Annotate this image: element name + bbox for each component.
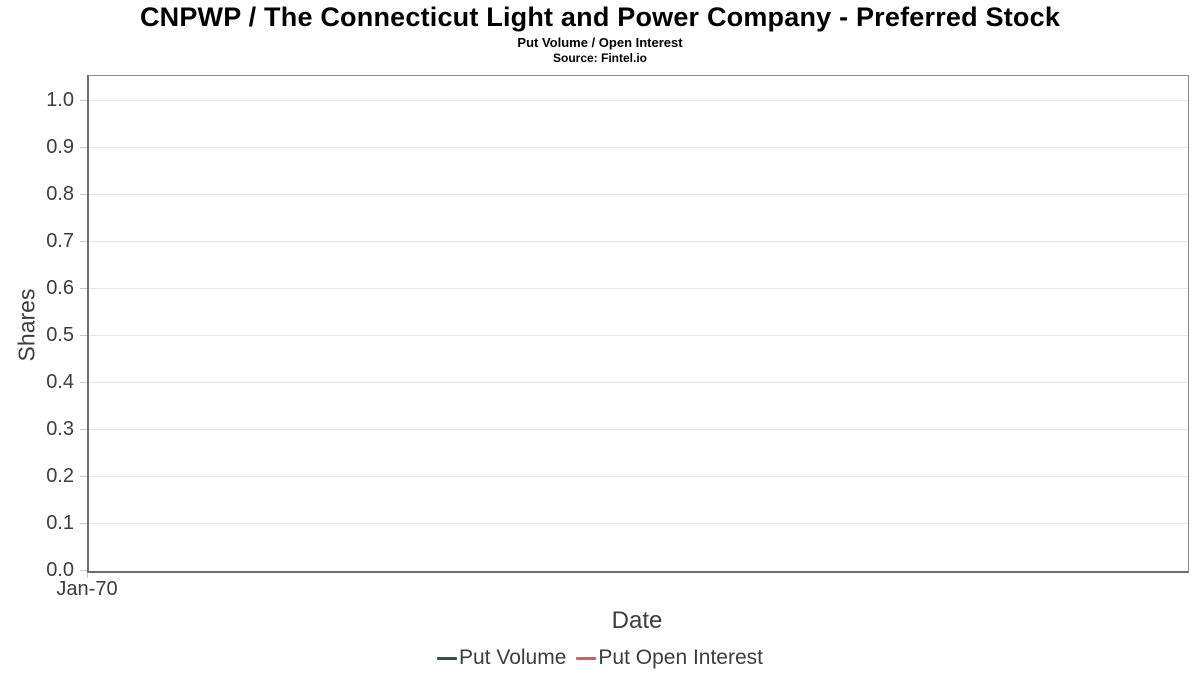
y-tick-mark [80,570,87,571]
y-tick-label: 0.2 [46,465,74,487]
y-gridline [89,335,1188,336]
legend-label: Put Volume [458,646,567,669]
y-tick-label: 0.5 [46,324,74,346]
y-tick-label: 0.1 [46,512,74,534]
legend-label: Put Open Interest [598,646,763,669]
legend-line-swatch [436,656,457,660]
legend-line-swatch [576,656,597,660]
y-tick-label: 0.3 [46,418,74,440]
plot-area [80,75,1189,578]
legend-item[interactable]: Put Volume [436,646,567,670]
x-tick-mark [87,573,88,578]
y-gridline [89,288,1188,289]
y-gridline [89,241,1188,242]
x-axis-title: Date [611,607,663,634]
x-axis-tick-label: Jan-70 [56,578,118,600]
chart-legend: Put Volume Put Open Interest [0,646,1200,670]
chart-source-label: Source: Fintel.io [552,51,647,65]
legend-item[interactable]: Put Open Interest [576,646,763,670]
y-tick-mark [80,194,87,195]
y-tick-label: 0.4 [46,371,74,393]
y-tick-label: 0.6 [46,277,74,299]
chart-title: CNPWP / The Connecticut Light and Power … [139,2,1061,32]
y-tick-label: 0.9 [46,136,74,158]
y-tick-label: 0.8 [46,183,74,205]
y-tick-mark [80,147,87,148]
y-gridline [89,382,1188,383]
y-gridline [89,194,1188,195]
y-tick-label: 1.0 [46,89,74,111]
y-tick-mark [80,335,87,336]
y-axis-title: Shares [13,288,40,362]
y-gridline [89,147,1188,148]
y-tick-mark [80,100,87,101]
y-gridline [89,523,1188,524]
y-tick-label: 0.7 [46,230,74,252]
y-tick-mark [80,476,87,477]
y-tick-mark [80,382,87,383]
y-tick-label: 0.0 [46,559,74,581]
y-tick-mark [80,523,87,524]
y-axis-tick-labels: 0.0 0.1 0.2 0.3 0.4 0.5 0.6 0.7 0.8 0.9 1.0 [0,75,80,581]
y-gridline [89,100,1188,101]
y-tick-mark [80,288,87,289]
y-gridline [89,476,1188,477]
y-tick-mark [80,241,87,242]
y-tick-mark [80,429,87,430]
chart-subtitle: Put Volume / Open Interest [517,35,683,50]
y-gridline [89,429,1188,430]
